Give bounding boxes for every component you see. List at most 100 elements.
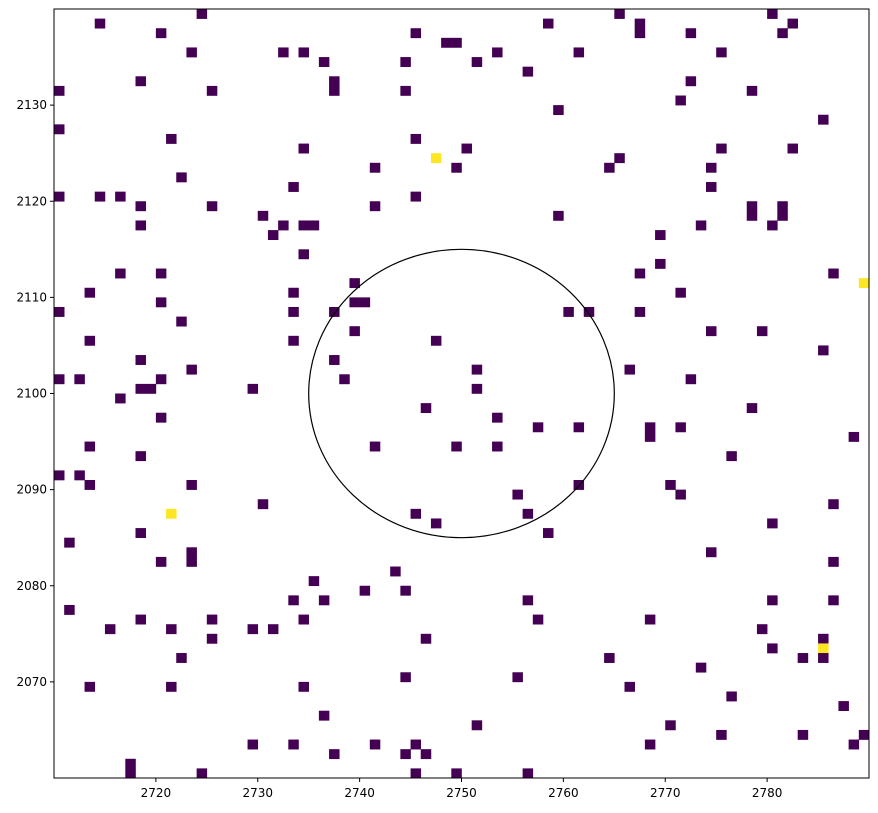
heatmap-cell	[94, 18, 106, 29]
heatmap-cell	[267, 230, 279, 240]
heatmap-cell	[288, 335, 299, 346]
heatmap-cell	[257, 210, 269, 221]
heatmap-cell	[634, 28, 646, 39]
heatmap-cell	[278, 47, 289, 58]
heatmap-cell	[410, 508, 422, 519]
heatmap-cell	[716, 729, 727, 740]
heatmap-cell	[298, 614, 309, 625]
heatmap-cell	[400, 585, 411, 596]
heatmap-cell	[115, 393, 126, 404]
heatmap-cell	[451, 768, 462, 779]
heatmap-cell	[329, 749, 340, 760]
heatmap-cell	[349, 278, 360, 289]
heatmap-cell	[155, 268, 167, 279]
heatmap-cell	[644, 739, 656, 750]
heatmap-cell	[430, 335, 442, 346]
heatmap-cell	[166, 624, 177, 635]
heatmap-cell	[818, 643, 829, 654]
heatmap-cell	[135, 451, 146, 462]
heatmap-cell	[104, 624, 116, 635]
heatmap-cell	[186, 480, 197, 490]
region-circle	[308, 248, 615, 539]
heatmap-cell	[135, 614, 146, 625]
x-tick-label: 2720	[141, 786, 172, 800]
x-tick-label: 2750	[446, 786, 477, 800]
heatmap-cell	[471, 383, 483, 394]
heatmap-cell	[135, 220, 146, 231]
heatmap-cell	[84, 335, 96, 346]
x-tick-label: 2730	[242, 786, 273, 800]
y-tick-label: 2110	[16, 290, 47, 304]
heatmap-cell	[471, 720, 483, 731]
heatmap-cell	[746, 85, 758, 96]
heatmap-cell	[492, 441, 503, 452]
heatmap-cell	[288, 739, 299, 750]
heatmap-cell	[828, 556, 839, 567]
heatmap-cell	[451, 37, 462, 48]
heatmap-cell	[492, 47, 503, 58]
heatmap-cell	[777, 210, 788, 221]
heatmap-cell	[84, 287, 96, 298]
heatmap-cell	[54, 374, 65, 385]
heatmap-cell	[329, 85, 340, 96]
heatmap-cell	[176, 172, 187, 183]
heatmap-cell	[369, 201, 381, 212]
heatmap-cell	[186, 556, 197, 567]
heatmap-cell	[155, 412, 167, 423]
heatmap-cell	[543, 528, 554, 538]
heatmap-cell	[206, 85, 218, 96]
heatmap-cell	[54, 306, 65, 317]
heatmap-cell	[685, 76, 697, 87]
heatmap-cell	[420, 749, 432, 760]
heatmap-cell	[675, 489, 686, 500]
heatmap-cell	[685, 374, 697, 385]
heatmap-cell	[777, 201, 788, 212]
heatmap-cell	[746, 210, 758, 221]
heatmap-cell	[492, 412, 503, 423]
heatmap-cell	[583, 306, 595, 317]
heatmap-cell	[308, 576, 320, 587]
heatmap-cell	[573, 480, 585, 490]
heatmap-cell	[706, 162, 717, 173]
heatmap-cell	[675, 287, 686, 298]
heatmap-cell	[318, 595, 330, 606]
heatmap-cell	[706, 182, 717, 192]
heatmap-cell	[206, 614, 218, 625]
heatmap-cell	[858, 729, 870, 740]
heatmap-cell	[155, 556, 167, 567]
heatmap-cell	[655, 258, 666, 269]
heatmap-cell	[247, 383, 259, 394]
heatmap-cell	[644, 422, 656, 433]
heatmap-cell	[74, 374, 85, 385]
heatmap-cell	[369, 441, 381, 452]
heatmap-cell	[298, 249, 309, 260]
heatmap-cell	[512, 672, 523, 683]
heatmap-cell	[186, 547, 197, 558]
y-tick-label: 2120	[16, 194, 47, 208]
heatmap-cell	[471, 57, 483, 67]
heatmap-cell	[155, 297, 167, 308]
heatmap-cell	[257, 499, 269, 510]
heatmap-cell	[634, 306, 646, 317]
heatmap-cell	[848, 431, 860, 442]
heatmap-cell	[135, 528, 146, 538]
heatmap-cell	[400, 672, 411, 683]
y-tick-label: 2070	[16, 675, 47, 689]
heatmap-cell	[410, 739, 422, 750]
heatmap-cell	[196, 9, 208, 19]
heatmap-cell	[329, 306, 340, 317]
heatmap-cell	[553, 105, 564, 116]
heatmap-cell	[206, 633, 218, 644]
heatmap-cell	[206, 201, 218, 212]
heatmap-cell	[430, 518, 442, 529]
heatmap-cell	[441, 37, 452, 48]
heatmap-cell	[706, 547, 717, 558]
heatmap-cell	[756, 326, 768, 337]
heatmap-cell	[84, 480, 96, 490]
heatmap-cell	[665, 720, 676, 731]
heatmap-cell	[767, 595, 778, 606]
heatmap-cell	[522, 508, 534, 519]
heatmap-cell	[166, 681, 177, 692]
heatmap-cell	[787, 143, 798, 154]
heatmap-cell	[787, 18, 798, 29]
